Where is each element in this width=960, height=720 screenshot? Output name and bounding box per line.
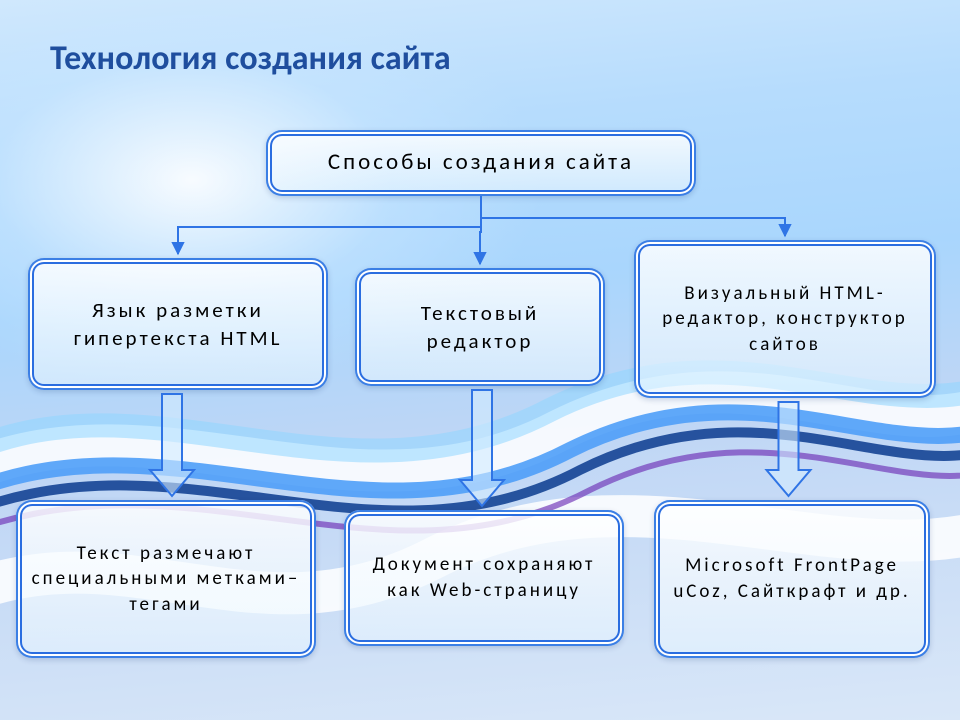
- node-m3-label: Визуальный HTML-редактор, конструктор са…: [648, 281, 922, 358]
- node-m2-label: Текстовый редактор: [369, 299, 591, 356]
- node-method-visual: Визуальный HTML-редактор, конструктор са…: [634, 240, 936, 398]
- arrow-hollow: [767, 402, 811, 496]
- arrow-solid: [480, 196, 481, 264]
- arrow-hollow: [150, 394, 194, 496]
- node-l1-label: Текст размечают специальными метками– те…: [30, 541, 302, 618]
- arrow-solid: [481, 196, 785, 236]
- node-leaf-products: Microsoft FrontPage uCoz, Сайткрафт и др…: [654, 500, 930, 658]
- arrow-hollow: [460, 390, 504, 506]
- node-root: Способы создания сайта: [266, 130, 696, 196]
- page-title: Технология создания сайта: [50, 38, 451, 79]
- node-m1-label: Язык разметки гипертекста HTML: [42, 296, 314, 353]
- node-leaf-tags: Текст размечают специальными метками– те…: [16, 500, 316, 658]
- node-l3-label: Microsoft FrontPage uCoz, Сайткрафт и др…: [668, 553, 916, 604]
- node-leaf-saveweb: Документ сохраняют как Web-страницу: [344, 510, 624, 646]
- node-method-html: Язык разметки гипертекста HTML: [28, 258, 328, 390]
- node-method-texteditor: Текстовый редактор: [355, 268, 605, 386]
- arrow-solid: [178, 196, 481, 254]
- node-l2-label: Документ сохраняют как Web-страницу: [358, 552, 610, 603]
- node-root-label: Способы создания сайта: [328, 147, 634, 178]
